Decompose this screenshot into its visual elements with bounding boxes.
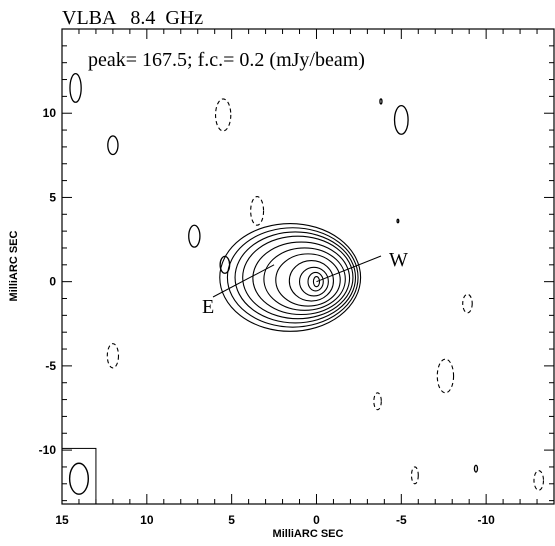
x-tick-label: 5 bbox=[228, 513, 235, 527]
positive-contour-island bbox=[393, 104, 409, 135]
positive-islands bbox=[69, 72, 479, 473]
peak-annotation: peak= 167.5; f.c.= 0.2 (mJy/beam) bbox=[88, 49, 365, 71]
negative-contour-island bbox=[373, 392, 382, 411]
x-tick-label: 0 bbox=[313, 513, 320, 527]
y-axis-label: MilliARC SEC bbox=[8, 231, 20, 302]
x-axis-label: MilliARC SEC bbox=[273, 528, 344, 540]
positive-contour-island bbox=[107, 135, 119, 156]
source-contour bbox=[242, 235, 354, 320]
x-tick-label: 15 bbox=[55, 513, 69, 527]
source-contour bbox=[234, 231, 357, 324]
component-w-label: W bbox=[389, 249, 408, 271]
axis-ticks bbox=[61, 28, 555, 504]
source-contour bbox=[219, 222, 362, 332]
chart-title: VLBA 8.4 GHz bbox=[62, 7, 203, 29]
negative-contour-island bbox=[250, 196, 265, 226]
component-e-pointer bbox=[212, 264, 275, 298]
y-tick-labels: 10 5 0 -5 -10 bbox=[39, 106, 57, 457]
negative-contour-island bbox=[214, 98, 232, 132]
x-tick-label: -10 bbox=[477, 513, 495, 527]
component-e-label: E bbox=[202, 296, 214, 318]
positive-contour-island bbox=[69, 72, 82, 103]
beam bbox=[68, 462, 89, 495]
negative-contour-island bbox=[462, 293, 473, 314]
source-contour bbox=[252, 241, 351, 316]
beam-box bbox=[61, 447, 97, 505]
negative-islands bbox=[106, 98, 545, 491]
source-contour bbox=[312, 276, 321, 288]
positive-contour-island bbox=[473, 464, 479, 473]
component-labels: EW bbox=[202, 249, 408, 318]
x-tick-label: 10 bbox=[140, 513, 154, 527]
negative-contour-island bbox=[410, 466, 419, 485]
source-contour bbox=[263, 247, 346, 311]
negative-contour-island bbox=[106, 343, 120, 369]
positive-contour-island bbox=[188, 224, 201, 248]
y-tick-label: 5 bbox=[49, 190, 56, 204]
source-contour bbox=[226, 227, 359, 328]
component-w-pointer bbox=[316, 255, 382, 283]
plot-frame bbox=[61, 28, 555, 505]
main-source-contours bbox=[219, 222, 362, 332]
source-contour bbox=[307, 271, 324, 292]
positive-contour-island bbox=[379, 98, 383, 105]
y-tick-label: -5 bbox=[45, 359, 56, 373]
y-tick-label: 0 bbox=[49, 275, 56, 289]
y-tick-label: -10 bbox=[39, 443, 57, 457]
beam-ellipse bbox=[61, 447, 97, 505]
y-tick-label: 10 bbox=[43, 106, 57, 120]
negative-contour-island bbox=[533, 470, 545, 491]
source-contour bbox=[275, 253, 341, 307]
x-tick-label: -5 bbox=[396, 513, 407, 527]
source-contour bbox=[298, 266, 329, 297]
negative-contour-island bbox=[436, 358, 455, 394]
positive-contour-island bbox=[396, 218, 400, 224]
source-contour bbox=[288, 260, 334, 302]
x-tick-labels: 15 10 5 0 -5 -10 bbox=[55, 513, 495, 527]
